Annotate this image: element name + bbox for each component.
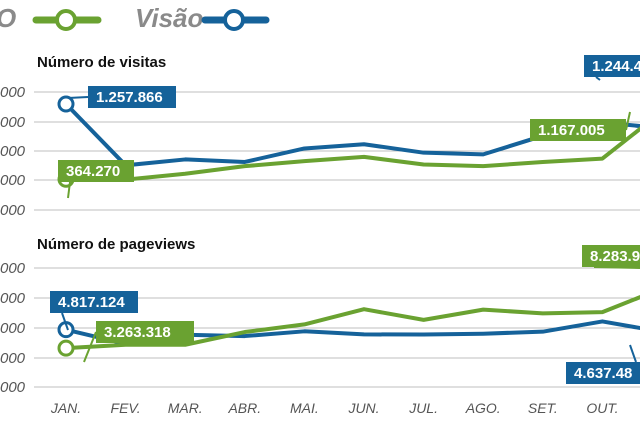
callout-label: 1.244.4 [592,58,640,75]
series-line-series_a [64,126,640,182]
callout-label: 3.263.318 [104,324,171,341]
y-tick-label: 000 [0,290,26,307]
value-callout: 364.270 [58,160,134,199]
y-tick-label: 000 [0,379,26,396]
legend-label-series-b: Visão [135,3,204,33]
value-callout: 1.244.4 [584,55,640,81]
value-callout: 1.257.866 [67,86,176,108]
x-tick-label: JUN. [347,400,379,416]
x-tick-label: OUT. [586,400,618,416]
panel-title-visitas: Número de visitas [37,54,166,71]
x-tick-label: MAI. [290,400,319,416]
x-tick-label: MAR. [168,400,203,416]
callout-label: 4.817.124 [58,294,125,311]
legend: O Visão [0,3,270,33]
y-tick-label: 000 [0,260,26,277]
y-tick-label: 000 [0,84,26,101]
y-tick-label: 000 [0,320,26,337]
x-tick-label: JAN. [50,400,81,416]
callout-label: 1.167.005 [538,122,605,139]
x-tick-label: ABR. [227,400,261,416]
y-tick-label: 000 [0,114,26,131]
x-tick-label: SET. [528,400,558,416]
callout-label: 364.270 [66,163,120,180]
value-callout: 4.637.48 [566,344,640,384]
value-callout: 8.283.9 [582,245,640,269]
chart-panel-pageviews: 000 000 000 000 000 4.817.124 3.263.318 8.283.9… [0,245,640,396]
x-tick-label: JUL. [408,400,438,416]
legend-swatch-series-b [201,9,270,31]
x-tick-label: FEV. [111,400,141,416]
y-tick-label: 000 [0,143,26,160]
y-tick-label: 000 [0,202,26,219]
callout-label: 1.257.866 [96,89,163,106]
value-callout: 1.167.005 [530,111,631,141]
x-axis: JAN. FEV. MAR. ABR. MAI. JUN. JUL. AGO. SET. OUT.… [50,400,619,416]
panel-title-pageviews: Número de pageviews [37,236,195,253]
callout-label: 4.637.48 [574,365,632,382]
data-point-marker [57,339,75,357]
value-callout: 4.817.124 [50,291,138,331]
x-tick-label: AGO. [465,400,501,416]
legend-swatch-series-a [32,9,102,31]
y-tick-label: 000 [0,172,26,189]
data-point-marker [57,95,75,113]
legend-label-series-a: O [0,3,16,33]
series-line-series_a [64,295,640,351]
callout-label: 8.283.9 [590,248,640,265]
chart-panel-visitas: 000 000 000 000 000 1.257.866 364.270 1.244.4 1.… [0,55,640,219]
value-callout: 3.263.318 [83,321,194,363]
y-tick-label: 000 [0,350,26,367]
